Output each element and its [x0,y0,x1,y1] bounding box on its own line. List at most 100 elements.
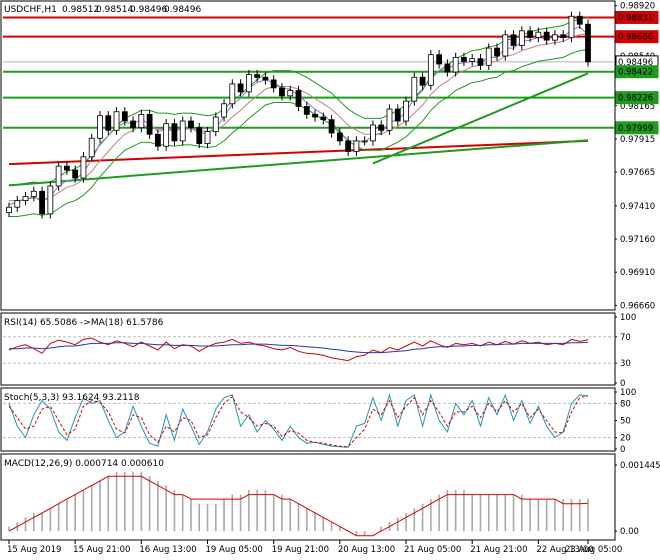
stoch-title: Stoch(5,3,3) 93.1624 93.2118 [4,393,140,403]
candle-body [469,58,476,62]
price-tag-box [615,30,659,44]
candle-body [204,131,211,144]
macd-pane: 0.001445 0.00 MACD(12,26,9) 0.000714 0.00… [0,453,660,541]
candle-body [113,111,120,131]
price-axis-tick-label: 0.97410 [620,202,655,212]
trend-line [372,72,589,165]
candle-body [55,165,62,187]
candle-body [452,56,459,73]
time-tick-label: 15 Aug 21:00 [73,545,130,555]
candle-body [552,34,558,41]
candle-body [188,120,194,129]
time-tick-label: 16 Aug 13:00 [139,545,196,555]
candle-body [6,206,12,213]
candle-body [262,76,269,81]
price-tag-label: 0.98422 [618,68,653,78]
candle-body [196,127,203,144]
candle-body [295,90,302,107]
price-axis-tick-label: 0.97915 [620,135,655,145]
candle-body [411,76,418,102]
candle-body [64,165,70,171]
candle-body [14,200,21,208]
time-tick-label: 21 Aug 05:00 [404,545,461,555]
candle-body [568,15,575,38]
time-tick-label: 21 Aug 21:00 [470,545,527,555]
rsi-pane-frame [0,312,616,386]
ohlc-close: 0.98496 [164,5,201,15]
time-tick-label: 22 Aug 13:00 [536,545,593,555]
candle-body [543,31,550,41]
candle-body [494,47,500,57]
macd-signal-line [8,475,589,537]
candle-body [245,74,252,93]
time-axis: 15 Aug 2019 15 Aug 21:00 16 Aug 13:00 19 Au… [7,540,622,555]
candle-body [47,185,54,215]
price-tag-label: 0.97999 [618,124,653,134]
candle-body [353,140,360,152]
time-tick-label: 19 Aug 05:00 [206,545,263,555]
candle-body [427,54,434,86]
candle-body [270,79,277,89]
stoch-signal-line [8,395,589,448]
candle-body [287,90,294,97]
candle-body [39,190,45,215]
candle-body [88,137,95,158]
candle-body [345,140,352,152]
trend-line [8,139,589,166]
candle-body [163,123,170,147]
candle-body [444,63,451,73]
rsi-axis-tick-label: 70 [620,333,631,343]
candle-body [436,54,443,65]
time-tick-label: 15 Aug 2019 [7,545,61,555]
rsi-axis-tick-label: 100 [620,313,636,323]
candle-body [237,83,244,93]
stoch-axis-tick-label: 80 [620,399,631,409]
candle-body [80,156,87,179]
price-axis-tick-label: 0.98920 [620,2,655,12]
price-tag-box [615,65,659,79]
candle-body [22,196,29,201]
candle-body [527,30,533,38]
candle-body [378,124,385,131]
macd-title: MACD(12,26,9) 0.000714 0.000610 [4,459,164,469]
price-tag-label: 0.98686 [618,33,653,43]
candle-body [30,190,37,198]
candle-body [576,15,583,25]
candle-body [328,119,335,134]
candle-body [461,56,467,62]
price-tag-label: 0.98226 [618,94,653,104]
macd-axis-tick-label: 0.001445 [620,461,660,471]
macd-axis-tick-label: 0.00 [620,527,639,537]
price-axis-tick-label: 0.98165 [620,102,655,112]
price-axis-tick-label: 0.97665 [620,168,655,178]
price-tag-label: 0.98831 [618,13,653,23]
stoch-pane-frame [0,387,616,452]
rsi-axis-tick-label: 30 [620,359,631,369]
candle-body [535,31,542,38]
ohlc-high: 0.98514 [96,5,133,15]
price-tag-box [615,121,659,135]
candle-body [221,103,227,118]
trend-line [8,139,589,187]
candle-body [518,30,525,46]
candle-body [560,34,567,38]
stoch-axis-tick-label: 20 [620,434,631,444]
candle-body [419,76,426,86]
candle-body [121,111,128,122]
candle-body [312,113,318,118]
candle-body [171,123,178,142]
candle-body [485,47,492,66]
price-pane: 0.989200.985400.981650.979150.976650.974… [0,0,659,311]
candle-body [303,106,310,115]
rsi-pane: 100 70 30 0 RSI(14) 65.5086 ->MA(18) 61.578… [0,312,636,389]
candle-body [97,115,103,139]
price-axis-tick-label: 0.96660 [620,301,655,311]
candle-body [212,116,219,133]
price-axis-tick-label: 0.96910 [620,268,655,278]
candle-body [320,116,327,121]
candle-body [386,108,393,131]
time-tick-label: 20 Aug 13:00 [338,545,395,555]
price-tag-box [615,10,659,24]
candle-body [585,23,591,63]
